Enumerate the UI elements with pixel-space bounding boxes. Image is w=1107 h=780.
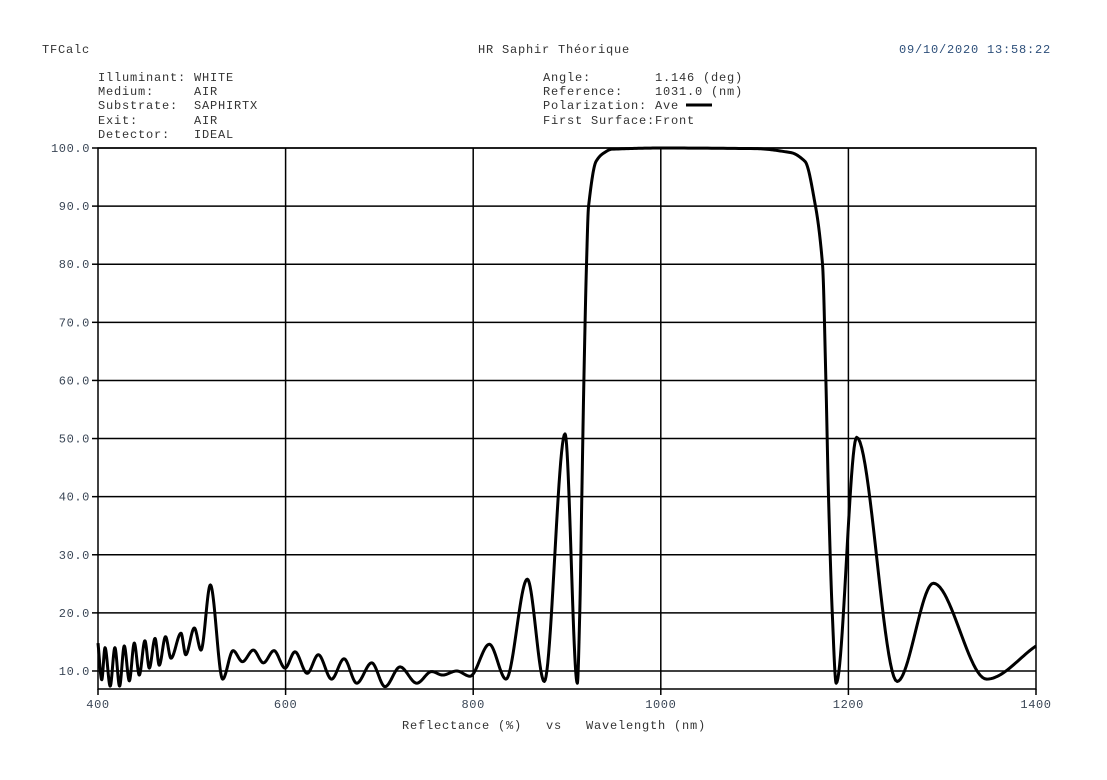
- info-value: AIR: [194, 85, 218, 99]
- x-tick-label: 1200: [833, 698, 864, 712]
- y-tick-label: 70.0: [59, 316, 90, 330]
- info-value: 1.146 (deg): [655, 71, 743, 85]
- x-tick-label: 400: [86, 698, 109, 712]
- y-tick-label: 80.0: [59, 258, 90, 272]
- x-tick-label: 1400: [1020, 698, 1051, 712]
- x-axis: 400 600 800 1000 1200 1400: [86, 689, 1051, 712]
- info-value: SAPHIRTX: [194, 99, 258, 113]
- y-tick-label: 30.0: [59, 549, 90, 563]
- legend-entry: Ave: [655, 99, 679, 113]
- x-axis-label: Reflectance (%) vs Wavelength (nm): [402, 719, 706, 733]
- info-label: Substrate:: [98, 99, 178, 113]
- info-value: Front: [655, 114, 695, 128]
- y-tick-label: 90.0: [59, 200, 90, 214]
- y-tick-label: 20.0: [59, 607, 90, 621]
- y-tick-label: 50.0: [59, 433, 90, 447]
- info-label: Medium:: [98, 85, 154, 99]
- info-value: IDEAL: [194, 128, 234, 142]
- info-right: Angle: 1.146 (deg) Reference: 1031.0 (nm…: [543, 71, 743, 128]
- datetime: 09/10/2020 13:58:22: [899, 43, 1051, 57]
- chart-title: HR Saphir Théorique: [478, 43, 630, 57]
- info-label: Exit:: [98, 114, 138, 128]
- x-tick-label: 800: [461, 698, 484, 712]
- info-value: WHITE: [194, 71, 234, 85]
- info-left: Illuminant: WHITE Medium: AIR Substrate:…: [98, 71, 258, 142]
- app-name: TFCalc: [42, 43, 90, 57]
- info-value: 1031.0 (nm): [655, 85, 743, 99]
- info-label: Detector:: [98, 128, 170, 142]
- info-value: AIR: [194, 114, 218, 128]
- info-label: Polarization:: [543, 99, 647, 113]
- info-label: Reference:: [543, 85, 623, 99]
- series-line-ave: [96, 146, 1037, 689]
- grid: [98, 147, 1036, 689]
- y-tick-label: 100.0: [51, 142, 90, 156]
- x-tick-label: 600: [274, 698, 297, 712]
- info-label: Angle:: [543, 71, 591, 85]
- x-tick-label: 1000: [645, 698, 676, 712]
- y-tick-label: 60.0: [59, 374, 90, 388]
- y-tick-label: 10.0: [59, 665, 90, 679]
- y-tick-label: 40.0: [59, 491, 90, 505]
- plot-frame: [97, 147, 1037, 690]
- info-label: Illuminant:: [98, 71, 186, 85]
- y-axis: 100.0 90.0 80.0 70.0 60.0 50.0 40.0 30.0 20.0 10.…: [51, 142, 98, 679]
- info-label: First Surface:: [543, 114, 655, 128]
